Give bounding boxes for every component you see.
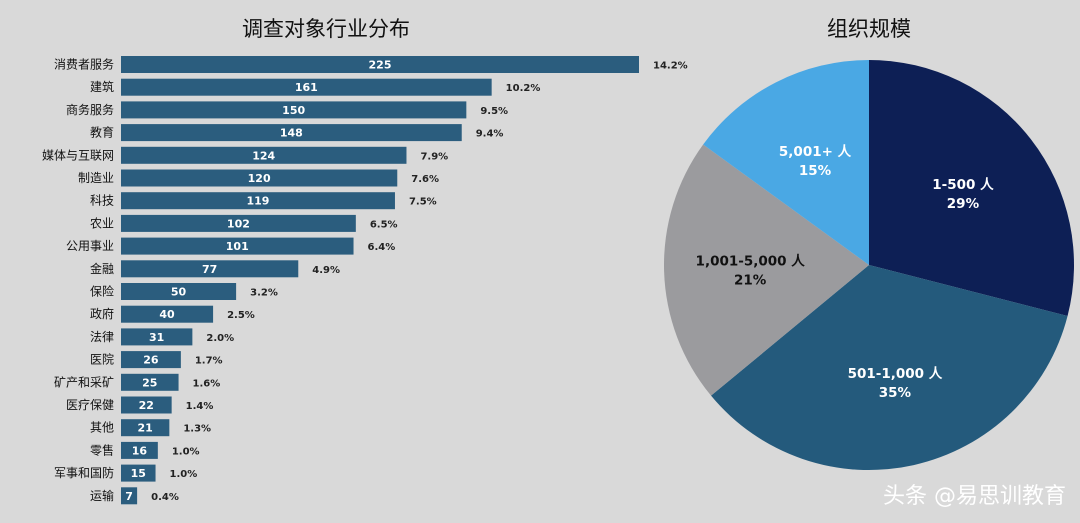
bar (121, 396, 172, 414)
bar-percent-label: 0.4% (151, 492, 179, 503)
bar-value-label: 101 (226, 240, 249, 253)
bar-value-label: 50 (171, 286, 187, 299)
bar-value-label: 15 (131, 467, 146, 480)
bar-percent-label: 10.2% (506, 83, 541, 94)
category-label: 消费者服务 (54, 57, 114, 72)
pie-slice (664, 144, 869, 396)
bar (121, 101, 467, 119)
bar-percent-label: 14.2% (653, 61, 688, 72)
category-label: 农业 (90, 216, 114, 230)
bar (121, 283, 237, 300)
pie-slice (869, 60, 1074, 316)
bar-percent-label: 6.4% (368, 242, 396, 253)
category-label: 媒体与互联网 (42, 148, 114, 162)
bar-chart: 消费者服务 225 14.2% 建筑 161 10.2% 商务服务 150 9.5% 教育 148 9… (42, 56, 688, 505)
bar-percent-label: 1.7% (195, 356, 223, 367)
category-label: 医疗保健 (66, 398, 114, 412)
bar (121, 237, 354, 255)
bar-chart-title: 调查对象行业分布 (242, 17, 410, 41)
pie-slice-percent: 35% (879, 385, 912, 401)
bar-percent-label: 3.2% (250, 288, 278, 299)
pie-slice-label: 501-1,000 人 (848, 366, 943, 382)
bar (121, 419, 170, 437)
bar-percent-label: 6.5% (370, 219, 398, 230)
bar-percent-label: 1.3% (183, 424, 211, 435)
bar-percent-label: 7.5% (409, 197, 437, 208)
bar-value-label: 7 (125, 490, 133, 503)
bar-value-label: 120 (248, 172, 271, 185)
pie-chart: 1-500 人 29% 501-1,000 人 35% 1,001-5,000 人 21%… (664, 60, 1074, 471)
bar (121, 260, 299, 278)
bar (121, 328, 193, 346)
category-label: 法律 (90, 330, 114, 344)
pie-chart-title: 组织规模 (827, 17, 911, 41)
bar (121, 373, 179, 391)
bar-percent-label: 1.6% (193, 378, 221, 389)
bar-value-label: 161 (295, 81, 318, 94)
category-label: 政府 (90, 306, 114, 321)
bar (121, 351, 181, 369)
bar (121, 169, 398, 187)
bar-percent-label: 4.9% (312, 265, 340, 276)
bar-percent-label: 7.9% (420, 151, 448, 162)
category-label: 金融 (90, 261, 114, 276)
category-label: 矿产和采矿 (54, 375, 114, 389)
bar (121, 487, 138, 505)
bar-value-label: 148 (280, 127, 303, 140)
bar (121, 305, 214, 323)
bar-value-label: 77 (202, 263, 217, 276)
category-label: 军事和国防 (54, 465, 114, 480)
bar-percent-label: 1.0% (172, 446, 200, 457)
category-label: 制造业 (78, 171, 114, 185)
bar-value-label: 16 (132, 444, 148, 457)
bar (121, 56, 639, 73)
bar-value-label: 40 (159, 308, 175, 321)
bar (121, 214, 356, 232)
bar-value-label: 31 (149, 331, 164, 344)
bar-percent-label: 9.5% (480, 106, 508, 117)
bar-value-label: 26 (143, 354, 159, 367)
category-label: 公用事业 (66, 239, 114, 253)
bar-percent-label: 9.4% (476, 129, 504, 140)
category-label: 商务服务 (66, 102, 114, 117)
pie-slice (711, 265, 1068, 471)
bar-value-label: 150 (282, 104, 305, 117)
pie-slice-percent: 15% (799, 163, 832, 179)
bar-value-label: 102 (227, 217, 250, 230)
category-label: 其他 (90, 421, 114, 435)
bar-percent-label: 7.6% (411, 174, 439, 185)
bar-percent-label: 1.0% (170, 469, 198, 480)
category-label: 运输 (90, 488, 114, 503)
pie-slice-percent: 29% (947, 196, 980, 212)
bar (121, 192, 395, 210)
bar-percent-label: 2.5% (227, 310, 255, 321)
bar-value-label: 124 (252, 149, 275, 162)
category-label: 医院 (90, 353, 114, 367)
pie-slice-label: 5,001+ 人 (779, 144, 852, 160)
bar-value-label: 21 (138, 422, 153, 435)
category-label: 建筑 (90, 79, 114, 94)
bar (121, 441, 158, 459)
category-label: 教育 (90, 125, 114, 140)
pie-slice (703, 60, 869, 265)
bar-value-label: 225 (369, 59, 392, 72)
bar-value-label: 25 (142, 376, 157, 389)
category-label: 保险 (90, 284, 114, 299)
bar-value-label: 119 (246, 195, 269, 208)
bar-percent-label: 2.0% (206, 333, 234, 344)
category-label: 科技 (90, 194, 114, 208)
bar (121, 124, 462, 142)
watermark: 头条 @易思训教育 (883, 484, 1066, 509)
pie-slice-label: 1-500 人 (932, 177, 994, 193)
pie-slice-percent: 21% (734, 273, 767, 289)
bar (121, 464, 156, 482)
category-label: 零售 (90, 442, 114, 457)
bar-percent-label: 1.4% (186, 401, 214, 412)
pie-slice-label: 1,001-5,000 人 (696, 254, 806, 270)
bar (121, 146, 407, 164)
bar (121, 78, 492, 96)
bar-value-label: 22 (139, 399, 154, 412)
